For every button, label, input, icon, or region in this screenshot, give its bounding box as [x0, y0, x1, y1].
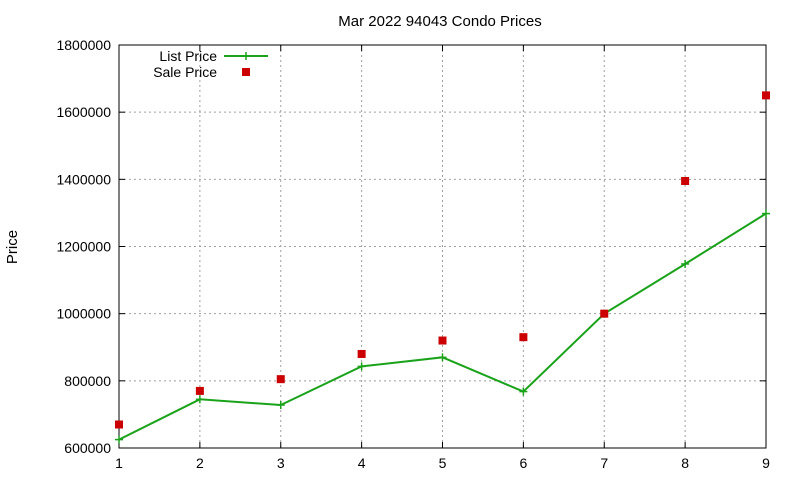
chart-series: [115, 91, 770, 444]
sale-price-point: [681, 177, 690, 186]
sale-price-point: [115, 420, 123, 429]
x-tick-label: 2: [196, 455, 204, 471]
sale-price-point: [519, 333, 528, 342]
legend-label-sale-price: Sale Price: [153, 64, 217, 80]
sale-price-point: [600, 309, 609, 318]
x-tick-label: 8: [681, 455, 689, 471]
x-tick-label: 1: [115, 455, 123, 471]
list-price-point: [762, 209, 770, 218]
list-price-point: [681, 259, 690, 268]
sale-price-point: [195, 386, 204, 395]
y-tick-label: 1400000: [56, 171, 111, 187]
chart-title: Mar 2022 94043 Condo Prices: [338, 13, 541, 30]
list-price-series: [115, 209, 770, 444]
list-price-point: [519, 387, 528, 396]
x-axis-ticks: 1 2 3 4 5 6 7 8 9: [115, 45, 770, 471]
y-axis-ticks: 600000 800000 1000000 1200000 1400000 1600000…: [56, 37, 766, 456]
legend-swatch-sale-price: [242, 68, 250, 76]
y-tick-label: 1000000: [56, 306, 111, 322]
sale-price-point: [438, 336, 447, 345]
y-tick-label: 1600000: [56, 104, 111, 120]
list-price-point: [438, 353, 447, 362]
y-axis-label: Price: [4, 230, 21, 264]
y-tick-label: 1800000: [56, 37, 111, 53]
legend-label-list-price: List Price: [159, 48, 217, 64]
y-tick-label: 600000: [64, 440, 111, 456]
legend-marker-list-price: [242, 52, 250, 60]
x-tick-label: 4: [358, 455, 366, 471]
sale-price-series: [115, 91, 770, 429]
list-price-point: [276, 401, 285, 410]
y-tick-label: 800000: [64, 373, 111, 389]
x-tick-label: 9: [762, 455, 770, 471]
list-price-point: [115, 435, 123, 444]
x-tick-label: 3: [277, 455, 285, 471]
x-tick-label: 5: [439, 455, 447, 471]
sale-price-point: [762, 91, 770, 100]
sale-price-point: [357, 349, 366, 358]
x-tick-label: 7: [600, 455, 608, 471]
list-price-point: [195, 395, 204, 404]
x-tick-label: 6: [519, 455, 527, 471]
sale-price-point: [276, 375, 285, 384]
y-tick-label: 1200000: [56, 239, 111, 255]
list-price-point: [357, 362, 366, 371]
